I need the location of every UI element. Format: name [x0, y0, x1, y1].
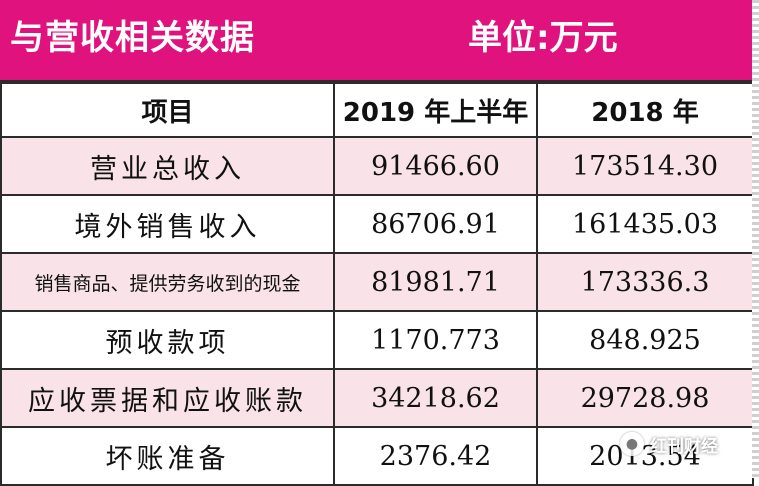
row-value-2019h1: 1170.773: [333, 310, 538, 370]
row-item-label: 境外销售收入: [0, 194, 335, 254]
watermark: ● 红刊财经: [620, 428, 752, 460]
row-item-label: 预收款项: [0, 310, 335, 370]
row-value-2018: 173336.3: [536, 252, 754, 312]
revenue-data-table: 项目 2019 年上半年 2018 年 营业总收入 91466.60 17351…: [0, 82, 754, 486]
row-item-label: 营业总收入: [0, 136, 335, 196]
table-row: 营业总收入 91466.60 173514.30: [0, 136, 754, 196]
table-row: 销售商品、提供劳务收到的现金 81981.71 173336.3: [0, 252, 754, 312]
table-row: 境外销售收入 86706.91 161435.03: [0, 194, 754, 254]
row-item-label: 销售商品、提供劳务收到的现金: [0, 252, 335, 312]
column-header-item: 项目: [0, 82, 335, 138]
row-value-2018: 29728.98: [536, 368, 754, 428]
dotted-right-border: [752, 0, 759, 478]
row-item-label: 应收票据和应收账款: [0, 368, 335, 428]
column-header-2019h1: 2019 年上半年: [333, 82, 538, 138]
wechat-icon: ●: [620, 432, 644, 456]
watermark-text: 红刊财经: [650, 436, 718, 457]
row-value-2019h1: 86706.91: [333, 194, 538, 254]
table-row: 坏账准备 2376.42 2013.54: [0, 426, 754, 486]
row-item-label: 坏账准备: [0, 426, 335, 486]
row-value-2019h1: 34218.62: [333, 368, 538, 428]
table-row: 预收款项 1170.773 848.925: [0, 310, 754, 370]
column-header-2018: 2018 年: [536, 82, 754, 138]
row-value-2018: 173514.30: [536, 136, 754, 196]
row-value-2019h1: 81981.71: [333, 252, 538, 312]
row-value-2018: 161435.03: [536, 194, 754, 254]
table-header-banner: 与营收相关数据 单位:万元: [0, 0, 752, 82]
row-value-2018: 848.925: [536, 310, 754, 370]
row-value-2019h1: 91466.60: [333, 136, 538, 196]
row-value-2019h1: 2376.42: [333, 426, 538, 486]
unit-label: 单位:万元: [468, 18, 618, 58]
table-row: 应收票据和应收账款 34218.62 29728.98: [0, 368, 754, 428]
table-title: 与营收相关数据: [10, 18, 255, 58]
table-header-row: 项目 2019 年上半年 2018 年: [0, 82, 754, 138]
